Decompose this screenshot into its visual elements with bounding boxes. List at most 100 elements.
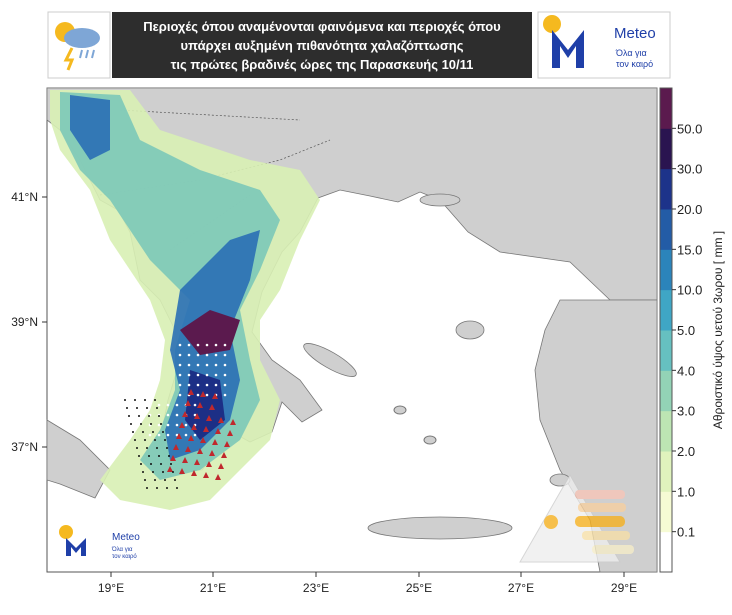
hail-dot [223,353,227,357]
colorbar-label: 10.0 [677,283,702,298]
hail-triangle [218,417,224,423]
colorbar-label: 15.0 [677,242,702,257]
title-line: Περιοχές όπου αναμένονται φαινόμενα και … [143,19,501,34]
hail-triangle [194,459,200,465]
hail-dot [196,363,200,367]
hail-dot [166,403,170,407]
hail-dot [223,343,227,347]
colorbar-label: 1.0 [677,484,695,499]
precip-dot [144,479,146,481]
precip-dot [152,471,154,473]
hail-triangle [170,455,176,461]
hail-dot [205,373,209,377]
x-tick-label: 29°E [611,581,637,595]
hail-dot [178,393,182,397]
precip-dot [156,447,158,449]
precip-dot [136,447,138,449]
hail-dot [205,393,209,397]
precip-dot [166,487,168,489]
precip-dot [150,463,152,465]
colorbar-segment [660,249,672,291]
hail-dot [196,373,200,377]
hail-triangle [197,448,203,454]
precip-dot [176,487,178,489]
precip-dot [166,447,168,449]
colorbar-segment [660,531,672,573]
precip-dot [138,455,140,457]
hail-dot [175,413,179,417]
hail-dot [193,433,197,437]
precip-dot [154,479,156,481]
hail-dot [205,363,209,367]
precip-dot [162,471,164,473]
hail-dot [184,433,188,437]
hail-triangle [200,437,206,443]
hail-triangle [215,428,221,434]
precip-dot [164,439,166,441]
hail-dot [157,403,161,407]
hail-dot [205,343,209,347]
logo-tagline: τον καιρό [616,59,653,69]
hail-triangle [230,419,236,425]
colorbar-label: 50.0 [677,121,702,136]
colorbar-label: 4.0 [677,363,695,378]
precip-dot [154,399,156,401]
hail-dot [187,383,191,387]
precip-dot [152,431,154,433]
hail-triangle [191,424,197,430]
colorbar-segment [660,330,672,371]
x-tick-label: 21°E [200,581,226,595]
hail-triangle [191,470,197,476]
precip-dot [140,463,142,465]
precip-dot [146,447,148,449]
colorbar-label: 3.0 [677,404,695,419]
hail-dot [187,373,191,377]
x-tick-label: 25°E [406,581,432,595]
hail-dot [214,343,218,347]
hail-triangle [218,463,224,469]
precip-dot [148,455,150,457]
x-tick-label: 23°E [303,581,329,595]
hail-triangle [188,435,194,441]
precip-dot [138,415,140,417]
y-tick-label: 41°N [11,190,38,204]
hail-triangle [194,413,200,419]
colorbar-segment [660,289,672,331]
logo-name: Meteo [614,25,656,42]
hail-dot [223,393,227,397]
map: Meteo Όλα για τον καιρό [46,87,658,573]
precip-dot [172,471,174,473]
hail-triangle [212,439,218,445]
hail-dot [223,373,227,377]
hail-triangle [176,433,182,439]
precip-dot [160,423,162,425]
hail-dot [166,413,170,417]
hail-dot [175,423,179,427]
hail-triangle [197,402,203,408]
precip-dot [134,439,136,441]
hail-triangle [185,446,191,452]
hail-triangle [182,457,188,463]
hail-triangle [200,391,206,397]
precip-dot [134,399,136,401]
hail-triangle [179,422,185,428]
colorbar-label: 5.0 [677,323,695,338]
hail-triangle [179,468,185,474]
colorbar-label: 2.0 [677,444,695,459]
colorbar-segment [660,451,672,492]
logo-tagline: τον καιρό [112,553,137,560]
hail-triangle [206,461,212,467]
colorbar-segment [660,88,672,129]
y-tick-label: 39°N [11,315,38,329]
hail-dot [196,353,200,357]
hail-triangle [221,452,227,458]
hail-triangle [203,426,209,432]
precip-dot [144,399,146,401]
precip-dot [142,431,144,433]
hail-dot [196,383,200,387]
colorbar-label: 30.0 [677,162,702,177]
logo-sun [543,15,561,33]
precip-dot [136,407,138,409]
precip-dot [142,471,144,473]
x-tick-label: 27°E [508,581,534,595]
